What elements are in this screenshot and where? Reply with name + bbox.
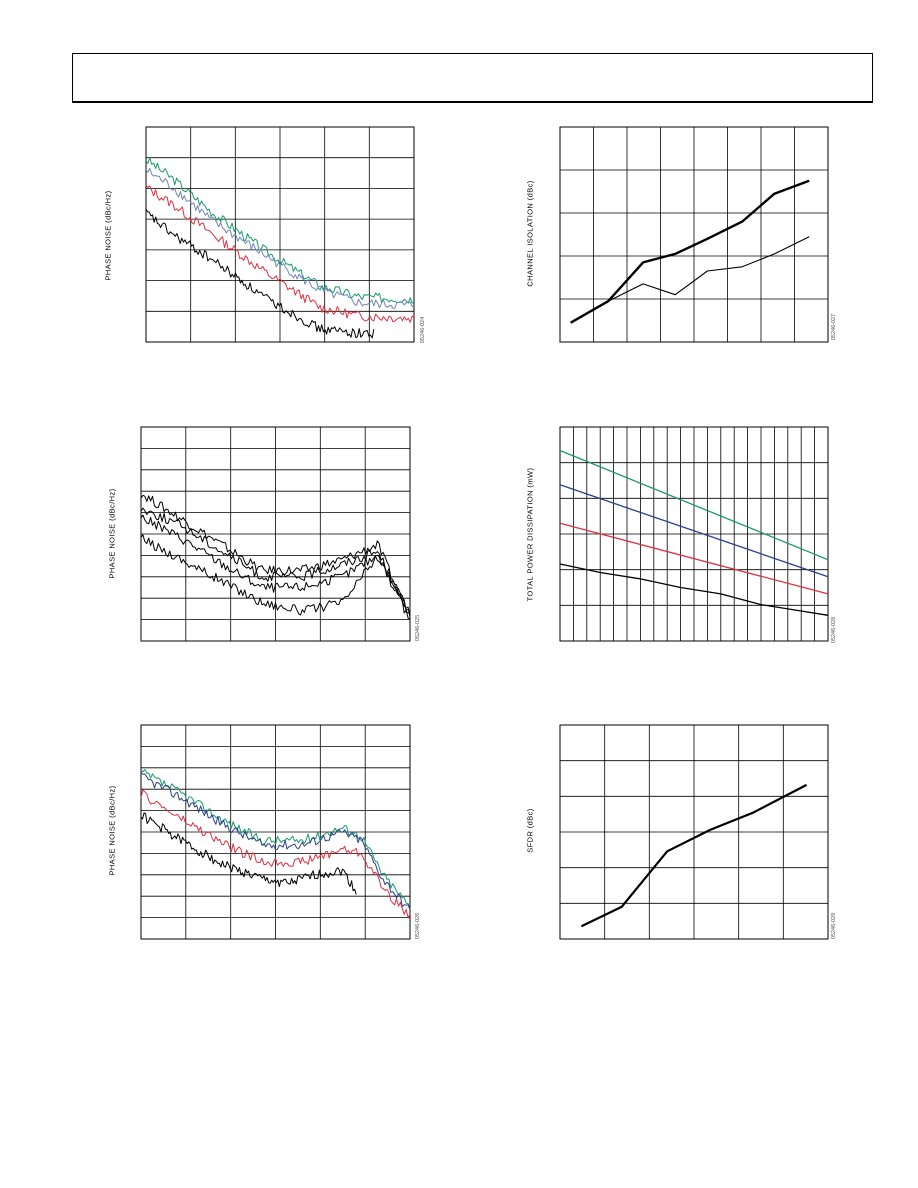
series-line (559, 563, 829, 616)
page-header-box (72, 53, 873, 103)
series-line (580, 783, 808, 928)
series-line (140, 514, 411, 618)
figure-code: 05246-025 (415, 614, 422, 642)
figure-code: 05246-026 (415, 912, 422, 940)
y-axis-label: PHASE NOISE (dBc/Hz) (107, 784, 117, 876)
chart-svg (140, 724, 411, 940)
series-line (140, 494, 411, 615)
series-line (145, 168, 415, 309)
figure-code: 05246-024 (420, 316, 427, 344)
series-line (140, 772, 411, 911)
series-line (140, 789, 411, 919)
series-line (145, 208, 375, 339)
chart-svg (145, 126, 415, 343)
series-line (559, 484, 829, 578)
chart-svg (140, 426, 411, 642)
plot-frame (140, 724, 411, 940)
y-axis-label: PHASE NOISE (dBc/Hz) (107, 487, 117, 579)
figure-code: 05246-029 (831, 912, 838, 940)
series-line (140, 534, 411, 620)
series-line (559, 522, 829, 595)
series-line (570, 179, 810, 324)
series-line (570, 236, 810, 324)
plot-frame (559, 426, 829, 642)
series-line (140, 769, 411, 909)
series-line (145, 157, 415, 305)
series-line (145, 184, 415, 323)
chart-svg (559, 724, 829, 940)
plot-frame (140, 426, 411, 642)
plot-frame (559, 126, 829, 343)
series-line (140, 812, 357, 895)
y-axis-label: SFDR (dBc) (525, 807, 535, 853)
chart-svg (559, 126, 829, 343)
series-line (140, 507, 411, 612)
figure-code: 05246-028 (831, 616, 838, 644)
chart-svg (559, 426, 829, 642)
y-axis-label: TOTAL POWER DISSIPATION (mW) (525, 467, 535, 601)
y-axis-label: CHANNEL ISOLATION (dBc) (525, 179, 535, 287)
plot-frame (559, 724, 829, 940)
plot-frame (145, 126, 415, 343)
series-line (559, 449, 829, 561)
figure-code: 05246-027 (831, 313, 838, 341)
y-axis-label: PHASE NOISE (dBc/Hz) (103, 189, 113, 281)
